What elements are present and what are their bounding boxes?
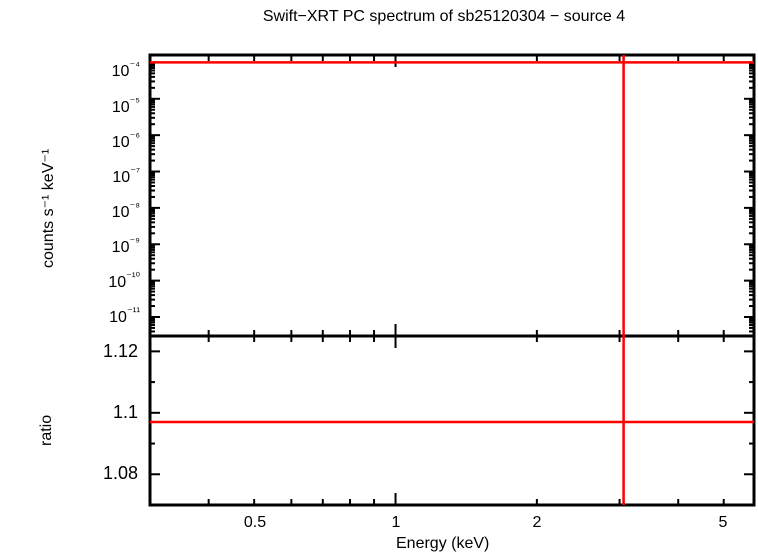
x-tick-label: 0.5 xyxy=(244,514,266,531)
top-y-tick-label: 10⁻⁹ xyxy=(112,236,140,256)
top-y-tick-label: 10⁻⁶ xyxy=(112,131,140,151)
bottom-y-tick-label: 1.1 xyxy=(113,402,138,422)
bottom-y-tick-label: 1.12 xyxy=(103,341,138,361)
top-y-axis-label: counts s⁻¹ keV⁻¹ xyxy=(40,148,57,268)
x-tick-label: 5 xyxy=(719,514,728,531)
bottom-y-axis-label: ratio xyxy=(38,414,55,446)
top-y-tick-label: 10⁻¹⁰ xyxy=(108,271,140,291)
x-tick-label: 2 xyxy=(533,514,542,531)
top-y-tick-label: 10⁻⁵ xyxy=(112,96,140,116)
top-y-tick-label: 10⁻¹¹ xyxy=(109,306,140,326)
plot-frame xyxy=(148,53,756,507)
bottom-y-tick-label: 1.08 xyxy=(103,463,138,483)
top-y-tick-label: 10⁻⁷ xyxy=(112,166,140,186)
x-tick-label: 1 xyxy=(392,514,401,531)
top-y-tick-label: 10⁻⁴ xyxy=(112,60,141,80)
top-y-tick-label: 10⁻⁸ xyxy=(112,201,140,221)
chart-title: Swift−XRT PC spectrum of sb25120304 − so… xyxy=(262,8,626,25)
x-axis-label: Energy (keV) xyxy=(396,535,490,552)
